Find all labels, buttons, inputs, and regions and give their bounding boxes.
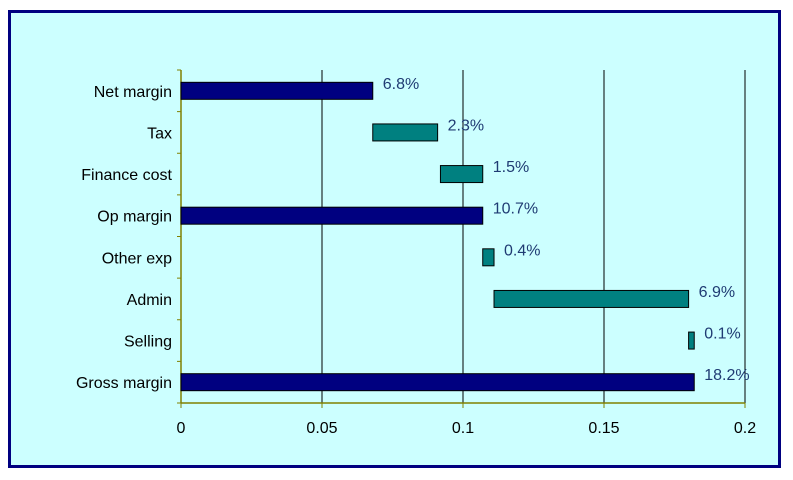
labels: 0 0.05 0.1 0.15 0.2 Net margin 6.8% Tax 2.3% Fina… xyxy=(76,76,756,437)
bar-other-exp xyxy=(482,248,495,267)
data-label-net-margin: 6.8% xyxy=(383,76,419,93)
x-tick-label-0.15: 0.15 xyxy=(588,420,619,437)
category-label-tax: Tax xyxy=(147,125,172,142)
bar-tax xyxy=(372,123,439,142)
data-label-tax: 2.3% xyxy=(448,117,484,134)
category-label-selling: Selling xyxy=(124,334,172,351)
bar-finance-cost xyxy=(439,165,484,184)
chart-frame xyxy=(8,10,781,468)
data-label-admin: 6.9% xyxy=(699,284,735,301)
axes xyxy=(177,69,746,408)
data-label-gross-margin: 18.2% xyxy=(704,367,749,384)
data-label-finance-cost: 1.5% xyxy=(493,159,529,176)
category-label-net-margin: Net margin xyxy=(94,84,172,101)
category-label-other-exp: Other exp xyxy=(102,250,172,267)
x-tick-label-0.1: 0.1 xyxy=(452,420,474,437)
data-label-other-exp: 0.4% xyxy=(504,242,540,259)
gridlines xyxy=(321,70,746,403)
x-tick-label-0.05: 0.05 xyxy=(306,420,337,437)
data-label-op-margin: 10.7% xyxy=(493,201,538,218)
category-label-admin: Admin xyxy=(127,292,172,309)
data-label-selling: 0.1% xyxy=(704,326,740,343)
category-label-finance-cost: Finance cost xyxy=(81,167,172,184)
bar-gross-margin xyxy=(180,373,695,392)
category-label-op-margin: Op margin xyxy=(97,209,172,226)
bar-op-margin xyxy=(180,206,484,225)
x-tick-label-0.2: 0.2 xyxy=(734,420,756,437)
category-label-gross-margin: Gross margin xyxy=(76,375,172,392)
bar-net-margin xyxy=(180,81,374,100)
bars xyxy=(180,81,695,392)
x-tick-label-0: 0 xyxy=(177,420,186,437)
bar-selling xyxy=(688,331,695,350)
bar-admin xyxy=(493,289,690,308)
